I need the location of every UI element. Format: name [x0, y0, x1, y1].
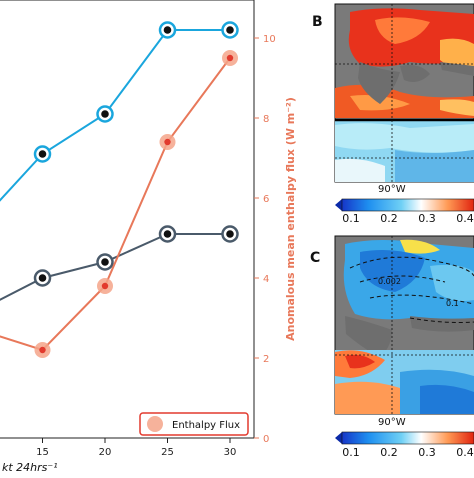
series-1-point-core-2 — [101, 258, 109, 266]
y2-axis-ticks: 0 2 4 6 8 10 — [254, 34, 276, 445]
colorbar-b — [335, 198, 474, 212]
map-panel-c: C 0.002 0.1 — [310, 235, 474, 459]
map-panel-b: B 90°W — [312, 3, 474, 225]
series-2-point-core-4 — [226, 54, 234, 62]
series-2-point-core-1 — [39, 346, 46, 354]
contour-label-2: 0.1 — [446, 299, 459, 308]
legend-label: Enthalpy Flux — [172, 420, 240, 431]
series-0-point-core-1 — [38, 150, 47, 158]
contour-label-1: 0.002 — [378, 277, 401, 286]
x-tick-label-4: 30 — [224, 447, 237, 458]
x-tick-label-3: 25 — [161, 447, 174, 458]
y2-tick-label-5: 10 — [263, 34, 276, 45]
legend-marker — [147, 416, 163, 432]
colorbar-b-tick-3: 0.4 — [456, 212, 474, 225]
map-c-lon-label: 90°W — [378, 417, 406, 428]
series-0-point-core-4 — [226, 26, 234, 34]
map-b-lon-label: 90°W — [378, 184, 406, 195]
y2-tick-label-3: 6 — [263, 194, 269, 205]
line-chart-panel: 15 20 25 30 0 2 4 6 8 10 kt 24hrs⁻¹ Anomalous me… — [0, 0, 297, 474]
x-tick-label-2: 20 — [99, 447, 112, 458]
panel-letter-c: C — [310, 250, 320, 266]
legend: Enthalpy Flux — [139, 412, 249, 436]
series-0-point-core-3 — [163, 26, 172, 34]
plot-area-frame — [0, 0, 255, 439]
x-tick-label-1: 15 — [36, 447, 49, 458]
series-1-point-core-4 — [226, 230, 234, 238]
series-layer — [0, 21, 239, 358]
colorbar-c-tick-3: 0.4 — [456, 446, 474, 459]
series-2-point-core-3 — [164, 138, 171, 146]
y2-tick-label-0: 0 — [263, 434, 269, 445]
y2-tick-label-1: 2 — [263, 354, 269, 365]
y2-tick-label-2: 4 — [263, 274, 269, 285]
colorbar-b-tick-0: 0.1 — [342, 212, 360, 225]
colorbar-b-tick-2: 0.3 — [418, 212, 436, 225]
colorbar-c-tick-0: 0.1 — [342, 446, 360, 459]
colorbar-c — [335, 431, 474, 445]
x-axis-label: kt 24hrs⁻¹ — [2, 461, 58, 474]
colorbar-b-ticks: 0.1 0.2 0.3 0.4 — [342, 212, 474, 225]
map-b — [334, 3, 474, 183]
colorbar-b-tick-1: 0.2 — [380, 212, 398, 225]
x-axis-ticks: 15 20 25 30 — [36, 438, 236, 458]
y2-tick-label-4: 8 — [263, 114, 269, 125]
series-1-point-core-3 — [163, 230, 172, 238]
legend-box — [139, 412, 249, 436]
colorbar-c-ticks: 0.1 0.2 0.3 0.4 — [342, 446, 474, 459]
series-1-point-core-1 — [38, 274, 47, 282]
colorbar-c-tick-2: 0.3 — [418, 446, 436, 459]
y2-axis-label: Anomalous mean enthalpy flux (W m⁻²) — [284, 97, 297, 341]
panel-letter-b: B — [312, 14, 323, 30]
colorbar-c-tick-1: 0.2 — [380, 446, 398, 459]
series-0-point-core-2 — [101, 110, 109, 118]
map-c — [334, 235, 474, 415]
series-2-point-core-2 — [101, 282, 109, 290]
